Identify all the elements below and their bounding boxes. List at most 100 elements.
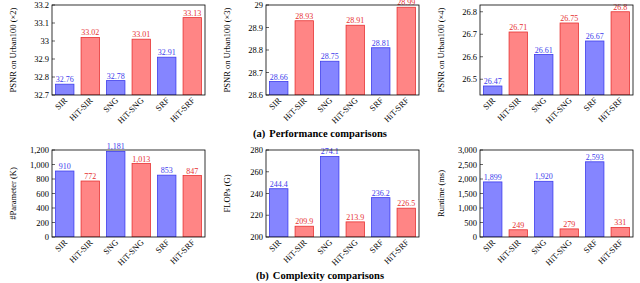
bar xyxy=(81,37,99,95)
tick-label: 240 xyxy=(250,189,263,199)
data-label: 910 xyxy=(59,162,71,171)
bar xyxy=(81,181,99,237)
bar xyxy=(586,41,604,95)
tick xyxy=(52,208,55,209)
tick-label: 280 xyxy=(250,145,263,155)
data-label: 847 xyxy=(186,167,198,176)
tick-label: 2,000 xyxy=(458,174,477,184)
category-label: HiT-SNG xyxy=(115,95,145,125)
bar xyxy=(484,182,502,237)
tick xyxy=(480,34,483,35)
category-label: HiT-SRF xyxy=(596,95,625,124)
tick xyxy=(266,171,269,172)
category-label: HiT-SIR xyxy=(67,95,95,123)
tick-label: 0 xyxy=(473,232,477,242)
bars xyxy=(484,162,630,237)
tick xyxy=(266,50,269,51)
tick xyxy=(266,27,269,28)
tick-label: 26.7 xyxy=(462,29,477,39)
data-label: 28.81 xyxy=(372,39,390,48)
category-label: HiT-SNG xyxy=(543,237,573,267)
tick xyxy=(480,208,483,209)
tick xyxy=(480,164,483,165)
chart: 32.732.832.93333.133.232.76SIR33.02HiT-S… xyxy=(8,0,205,126)
tick-label: 28.7 xyxy=(248,68,263,78)
tick xyxy=(52,23,55,24)
tick-label: 600 xyxy=(36,189,49,199)
category-label: SIR xyxy=(481,237,498,254)
data-label: 26.75 xyxy=(560,14,578,23)
tick-label: 1,000 xyxy=(30,160,49,170)
bar xyxy=(132,39,150,95)
data-label: 26.8 xyxy=(613,3,627,12)
data-label: 331 xyxy=(614,218,626,227)
tick-label: 28.6 xyxy=(248,90,263,100)
category-label: SIR xyxy=(267,237,284,254)
data-label: 226.5 xyxy=(397,199,415,208)
tick-label: 1,000 xyxy=(458,203,477,213)
category-label: SNG xyxy=(529,237,548,256)
tick-label: 800 xyxy=(36,174,49,184)
tick-label: 200 xyxy=(36,218,49,228)
tick xyxy=(52,222,55,223)
chart: 02004006008001,0001,200910SIR772HiT-SIR1… xyxy=(8,142,205,267)
frame xyxy=(480,5,633,95)
bars xyxy=(56,151,202,237)
category-label: SRF xyxy=(581,95,599,113)
category-label: HiT-SIR xyxy=(281,237,309,265)
tick xyxy=(480,193,483,194)
tick-label: 500 xyxy=(464,218,477,228)
bar xyxy=(107,151,125,237)
category-label: HiT-SRF xyxy=(168,237,197,266)
tick-label: 32.9 xyxy=(34,54,49,64)
tick xyxy=(480,179,483,180)
bar xyxy=(611,227,629,237)
data-label: 274.1 xyxy=(321,147,339,156)
data-label: 33.13 xyxy=(183,9,201,18)
tick xyxy=(52,41,55,42)
y-label: Runtime (ms) xyxy=(436,170,446,217)
category-label: HiT-SNG xyxy=(329,237,359,267)
tick xyxy=(52,179,55,180)
data-label: 28.75 xyxy=(321,52,339,61)
frame xyxy=(52,5,205,95)
data-label: 32.91 xyxy=(158,48,176,57)
y-label: PSNR on Urban100 (×2) xyxy=(8,7,18,92)
tick xyxy=(480,11,483,12)
bar xyxy=(56,84,74,95)
category-label: HiT-SIR xyxy=(495,237,523,265)
data-label: 33.01 xyxy=(132,30,150,39)
bar xyxy=(56,171,74,237)
y-label: PSNR on Urban100 (×4) xyxy=(436,7,446,92)
category-label: SIR xyxy=(267,95,284,112)
data-label: 244.4 xyxy=(270,180,288,189)
tick xyxy=(480,56,483,57)
caption: (b)Complexity comparisons xyxy=(256,270,384,282)
tick-label: 26.6 xyxy=(462,52,477,62)
category-label: HiT-SRF xyxy=(382,95,411,124)
bars xyxy=(270,7,416,95)
category-label: SRF xyxy=(581,237,599,255)
bar xyxy=(295,226,313,237)
caption-tag: (b) xyxy=(256,270,269,282)
category-label: HiT-SNG xyxy=(329,95,359,125)
tick xyxy=(266,215,269,216)
data-label: 26.47 xyxy=(484,77,502,86)
category-label: SRF xyxy=(153,237,171,255)
bar xyxy=(158,175,176,237)
category-label: SNG xyxy=(101,237,120,256)
tick-label: 400 xyxy=(36,203,49,213)
bar xyxy=(586,162,604,237)
frame xyxy=(480,150,633,237)
bar xyxy=(484,86,502,95)
category-label: HiT-SRF xyxy=(168,95,197,124)
data-label: 28.99 xyxy=(397,0,415,7)
bar xyxy=(295,21,313,95)
data-label: 32.78 xyxy=(107,72,125,81)
bar xyxy=(346,222,364,237)
category-label: SIR xyxy=(53,95,70,112)
chart: 28.628.728.828.92928.66SIR28.93HiT-SIR28… xyxy=(222,0,419,126)
bar xyxy=(183,18,201,95)
data-label: 1,899 xyxy=(484,173,502,182)
bar xyxy=(560,23,578,95)
